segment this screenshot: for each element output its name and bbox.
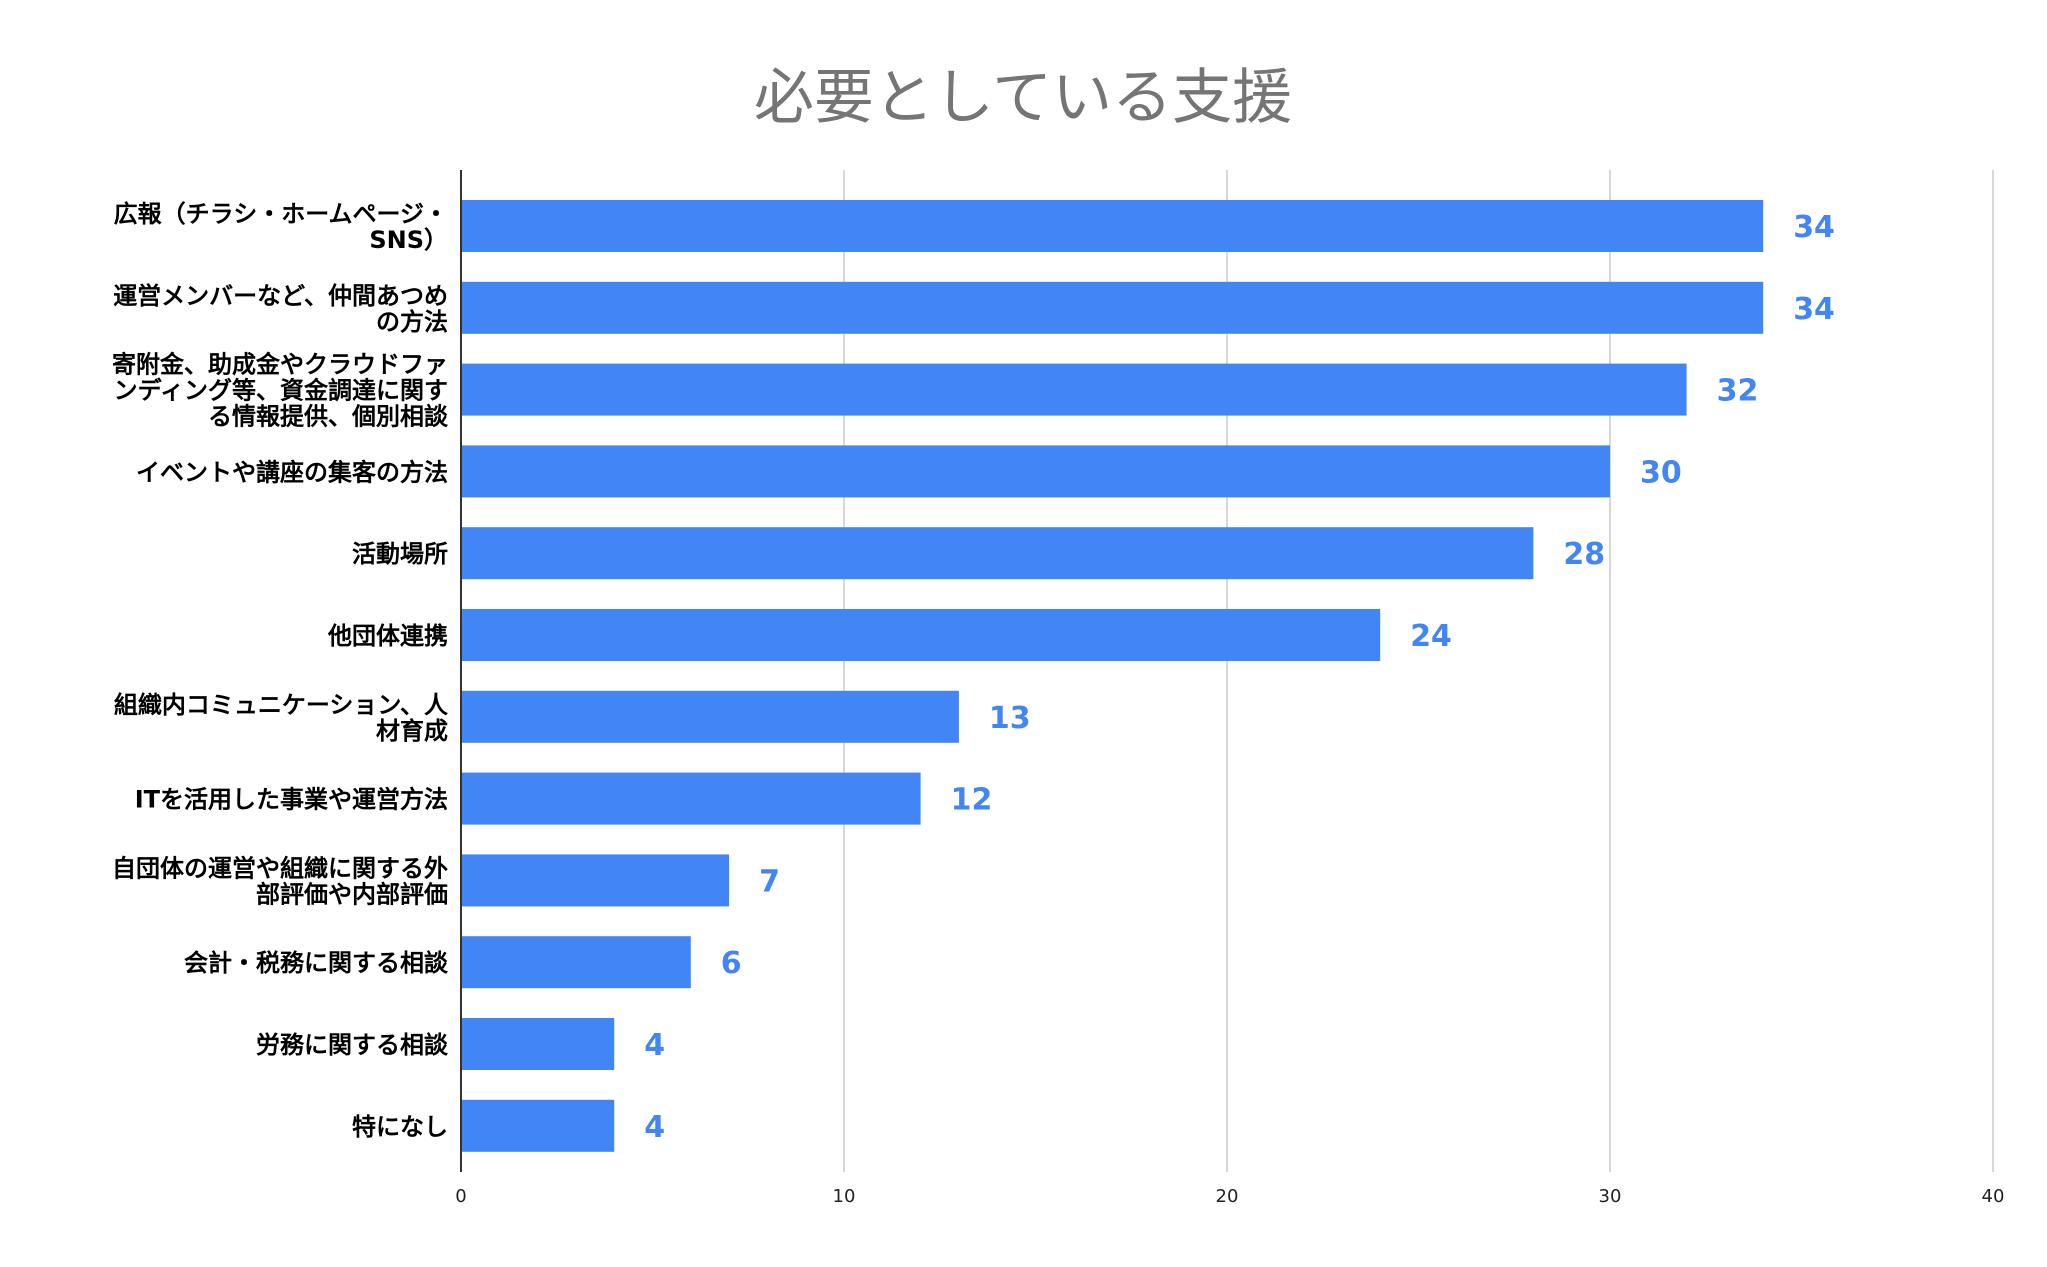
data-label-0: 34 xyxy=(1793,210,1835,245)
data-label-4: 28 xyxy=(1563,537,1605,572)
category-label-line: イベントや講座の集客の方法 xyxy=(136,458,448,486)
bar-6[interactable] xyxy=(461,690,959,743)
bar-5[interactable] xyxy=(461,609,1381,661)
category-label-line: ITを活用した事業や運営方法 xyxy=(135,786,448,814)
bars-layer xyxy=(461,200,1764,1152)
category-label-line: 運営メンバーなど、仲間あつめ xyxy=(113,282,448,310)
data-label-10: 4 xyxy=(644,1028,665,1063)
category-label-10: 労務に関する相談 xyxy=(256,1031,449,1059)
bar-7[interactable] xyxy=(461,772,921,825)
data-label-8: 7 xyxy=(759,864,780,899)
category-label-line: 組織内コミュニケーション、人 xyxy=(114,691,448,719)
category-label-7: ITを活用した事業や運営方法 xyxy=(135,786,448,814)
category-label-line: 自団体の運営や組織に関する外 xyxy=(112,854,448,882)
bar-0[interactable] xyxy=(461,200,1764,252)
bar-2[interactable] xyxy=(461,363,1687,416)
x-tick-label: 20 xyxy=(1216,1186,1239,1207)
category-label-line: 労務に関する相談 xyxy=(256,1031,449,1059)
category-label-4: 活動場所 xyxy=(352,540,448,568)
category-label-line: る情報提供、個別相談 xyxy=(208,403,449,431)
bar-8[interactable] xyxy=(461,854,730,907)
category-label-6: 組織内コミュニケーション、人材育成 xyxy=(114,691,448,745)
bar-10[interactable] xyxy=(461,1018,615,1070)
category-label-line: 他団体連携 xyxy=(327,622,448,650)
chart-title: 必要としている支援 xyxy=(754,63,1292,133)
category-label-line: の方法 xyxy=(376,308,448,336)
category-label-line: 活動場所 xyxy=(352,540,448,568)
category-label-1: 運営メンバーなど、仲間あつめの方法 xyxy=(113,282,448,336)
data-label-9: 6 xyxy=(721,946,742,981)
category-label-line: 材育成 xyxy=(376,717,448,745)
bar-3[interactable] xyxy=(461,445,1610,498)
category-label-line: ンディング等、資金調達に関す xyxy=(114,377,448,405)
bar-4[interactable] xyxy=(461,527,1534,580)
category-labels: 広報（チラシ・ホームページ・ SNS） 運営メンバーなど、仲間あつめの方法寄附金、助… xyxy=(112,200,449,1141)
category-label-5: 他団体連携 xyxy=(327,622,448,650)
x-tick-label: 30 xyxy=(1599,1186,1622,1207)
data-label-3: 30 xyxy=(1640,455,1682,490)
bar-9[interactable] xyxy=(461,936,691,989)
x-tick-label: 10 xyxy=(833,1186,856,1207)
x-tick-label: 40 xyxy=(1982,1186,2005,1207)
data-label-6: 13 xyxy=(989,701,1031,736)
data-labels: 34 34 32 30 28 24 13 12 7 6 4 4 xyxy=(644,210,1835,1145)
category-label-0: 広報（チラシ・ホームページ・ SNS） xyxy=(114,200,448,254)
category-label-line: 寄附金、助成金やクラウドファ xyxy=(112,351,448,379)
grid-layer xyxy=(843,170,1994,1172)
data-label-2: 32 xyxy=(1717,374,1759,409)
category-label-9: 会計・税務に関する相談 xyxy=(184,949,449,977)
category-label-line: 会計・税務に関する相談 xyxy=(184,949,449,977)
category-label-11: 特になし xyxy=(352,1113,448,1141)
bar-1[interactable] xyxy=(461,281,1764,334)
category-label-2: 寄附金、助成金やクラウドファンディング等、資金調達に関する情報提供、個別相談 xyxy=(112,351,449,431)
data-label-1: 34 xyxy=(1793,292,1835,327)
category-label-line: 部評価や内部評価 xyxy=(256,880,448,908)
category-label-3: イベントや講座の集客の方法 xyxy=(136,458,448,486)
category-label-line: 広報（チラシ・ホームページ・ xyxy=(114,200,448,228)
data-label-7: 12 xyxy=(951,783,993,818)
x-tick-label: 0 xyxy=(455,1186,466,1207)
bar-11[interactable] xyxy=(461,1099,615,1152)
data-label-5: 24 xyxy=(1410,619,1452,654)
x-axis-ticks: 0 10 20 30 40 xyxy=(455,1186,2004,1207)
category-label-8: 自団体の運営や組織に関する外部評価や内部評価 xyxy=(112,854,448,908)
category-label-line: SNS） xyxy=(369,226,448,254)
data-label-11: 4 xyxy=(644,1110,665,1145)
category-label-line: 特になし xyxy=(352,1113,448,1141)
